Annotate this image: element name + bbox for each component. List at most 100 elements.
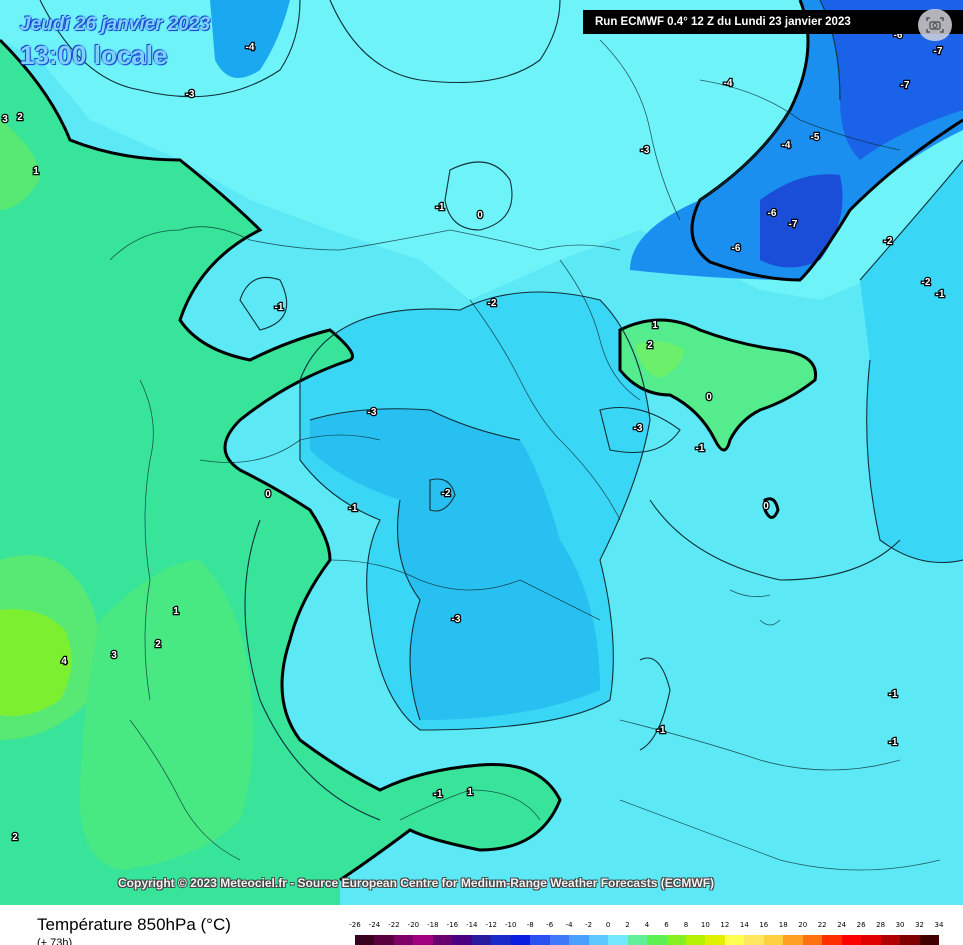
legend-tick: 8 (683, 921, 689, 929)
run-info-banner: Run ECMWF 0.4° 12 Z du Lundi 23 janvier … (583, 10, 963, 34)
legend-tick: 2 (625, 921, 630, 929)
zone-ne-cold-2 (820, 0, 963, 160)
legend-color-cell (549, 935, 570, 945)
isotherm-zero-central (618, 318, 818, 452)
legend-tick: -14 (466, 921, 478, 929)
contour-label: 3 (111, 650, 117, 661)
legend-tick: -4 (565, 921, 573, 929)
legend-tick: 28 (876, 921, 886, 929)
contour-label: -1 (889, 737, 898, 748)
contour-label: 3 (2, 114, 8, 125)
legend-color-cell (374, 935, 394, 945)
contour-label: -4 (782, 140, 791, 151)
legend-color-cell (763, 935, 784, 945)
legend-color-cell (822, 935, 842, 945)
copyright-notice: Copyright © 2023 Meteociel.fr - Source E… (118, 876, 715, 890)
legend-color-cell (530, 935, 550, 945)
legend-color-cell (783, 935, 803, 945)
legend-tick: -12 (485, 921, 497, 929)
legend-tick: 4 (644, 921, 650, 929)
contour-label: -2 (488, 298, 497, 309)
temperature-map: -4 -3 2 3 1 -1 0 -4 -3 -4 -5 -6 -7 -7 -6 -7 -6 -2 -2 -1 -1 -2… (0, 0, 963, 905)
legend-color-cell (355, 935, 375, 945)
legend-color-cell (705, 935, 725, 945)
legend-tick: 26 (856, 921, 866, 929)
legend-color-cell (569, 935, 589, 945)
legend-tick-labels: -26 -24 -22 -20 -18 -16 -14 -12 -10 -8 -6 -4 -2 0 2 4 6 8… (349, 921, 943, 931)
legend-tick: 18 (778, 921, 788, 929)
contour-label: -4 (724, 78, 733, 89)
contour-label: -1 (889, 689, 898, 700)
contour-label: -6 (768, 208, 777, 219)
forecast-date: Jeudi 26 janvier 2023 (20, 14, 211, 35)
zone-ne-cold-3 (760, 174, 843, 268)
contour-label: -1 (936, 289, 945, 300)
legend-tick: 22 (817, 921, 827, 929)
thin-contours (39, 0, 963, 821)
legend-tick: -16 (446, 921, 459, 929)
contour-label: -3 (634, 423, 643, 434)
legend-color-cell (900, 935, 920, 945)
legend-tick: 16 (759, 921, 769, 929)
contour-label: 1 (173, 606, 179, 617)
contour-label: -5 (811, 132, 820, 143)
legend-tick: 6 (664, 921, 669, 929)
contour-label: 2 (17, 112, 23, 123)
contour-label: 0 (763, 501, 769, 512)
legend-subtitle: (+ 73h) (37, 937, 73, 945)
contour-label: 0 (706, 392, 712, 403)
legend-tick: -20 (407, 921, 420, 929)
contour-label: -3 (641, 145, 650, 156)
legend-tick: 20 (798, 921, 808, 929)
contour-label: -2 (922, 277, 931, 288)
legend-tick: 32 (915, 921, 924, 929)
legend-color-cell (452, 935, 472, 945)
contour-label: -2 (442, 488, 451, 499)
contour-label: -1 (696, 443, 705, 454)
legend-tick: -24 (368, 921, 381, 929)
legend-color-cell (685, 935, 706, 945)
legend-tick: 10 (700, 921, 710, 929)
contour-label: 0 (477, 210, 483, 221)
contour-label: -3 (368, 407, 377, 418)
legend-tick: 30 (895, 921, 905, 929)
contour-label: -2 (884, 236, 893, 247)
legend-tick: -10 (505, 921, 517, 929)
legend-color-cell (393, 935, 414, 945)
legend-color-cell (627, 935, 648, 945)
legend-color-cell (744, 935, 764, 945)
legend-color-cell (588, 935, 609, 945)
legend-color-cell (647, 935, 667, 945)
legend-tick: -6 (546, 921, 554, 929)
legend-color-cell (919, 935, 940, 945)
legend-color-cell (724, 935, 745, 945)
zone-nw-cold (210, 0, 290, 78)
contour-label: -1 (349, 503, 358, 514)
contour-label: 0 (265, 489, 271, 500)
contour-label: -4 (246, 42, 255, 53)
legend-title: Température 850hPa (°C) (37, 915, 231, 934)
borders (109, 39, 941, 871)
contour-label: -7 (934, 46, 943, 57)
contour-label: -1 (657, 725, 666, 736)
legend-tick: 0 (605, 921, 611, 929)
screenshot-button[interactable] (918, 9, 952, 41)
zone-green-west-warm (0, 120, 100, 740)
isotherm-zero (0, 38, 562, 882)
zone-darker-blue-central (310, 408, 600, 720)
legend-color-cell (413, 935, 433, 945)
contour-label: 1 (33, 166, 39, 177)
contour-label: -6 (732, 243, 741, 254)
contour-label: 2 (647, 340, 653, 351)
legend-color-cell (861, 935, 881, 945)
zone-green-central-warm (635, 341, 685, 378)
legend-color-cell (471, 935, 492, 945)
legend-tick: 14 (739, 921, 749, 929)
legend-color-cell (880, 935, 901, 945)
legend-tick: -8 (526, 921, 534, 929)
camera-icon (926, 17, 944, 33)
contour-label: -7 (901, 80, 910, 91)
contour-label: -7 (789, 219, 798, 230)
legend-tick: 12 (720, 921, 730, 929)
legend-color-cell (666, 935, 686, 945)
